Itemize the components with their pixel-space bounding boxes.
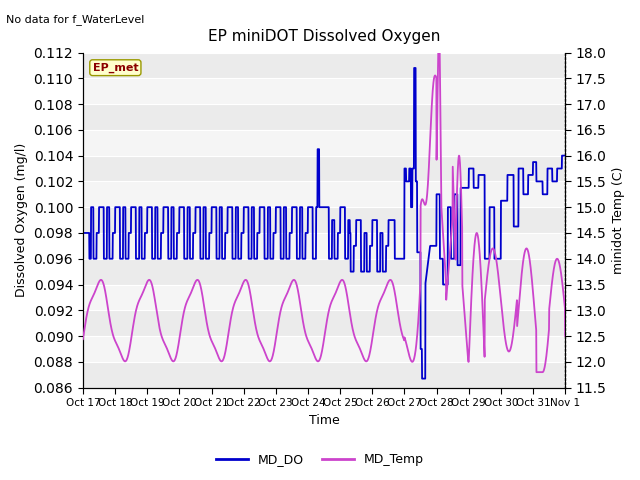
Bar xyxy=(83,233,565,259)
Bar xyxy=(83,78,565,104)
Bar xyxy=(83,362,565,388)
Bar xyxy=(83,104,565,130)
Text: No data for f_WaterLevel: No data for f_WaterLevel xyxy=(6,14,145,25)
Text: EP_met: EP_met xyxy=(93,62,138,73)
X-axis label: Time: Time xyxy=(308,414,339,427)
Y-axis label: minidot Temp (C): minidot Temp (C) xyxy=(612,167,625,274)
Bar xyxy=(83,207,565,233)
Y-axis label: Dissolved Oxygen (mg/l): Dissolved Oxygen (mg/l) xyxy=(15,143,28,297)
Legend: MD_DO, MD_Temp: MD_DO, MD_Temp xyxy=(211,448,429,471)
Bar xyxy=(83,259,565,285)
Bar xyxy=(83,156,565,181)
Bar xyxy=(83,181,565,207)
Bar xyxy=(83,336,565,362)
Title: EP miniDOT Dissolved Oxygen: EP miniDOT Dissolved Oxygen xyxy=(208,29,440,44)
Bar xyxy=(83,285,565,310)
Bar xyxy=(83,310,565,336)
Bar xyxy=(83,130,565,156)
Bar xyxy=(83,52,565,78)
